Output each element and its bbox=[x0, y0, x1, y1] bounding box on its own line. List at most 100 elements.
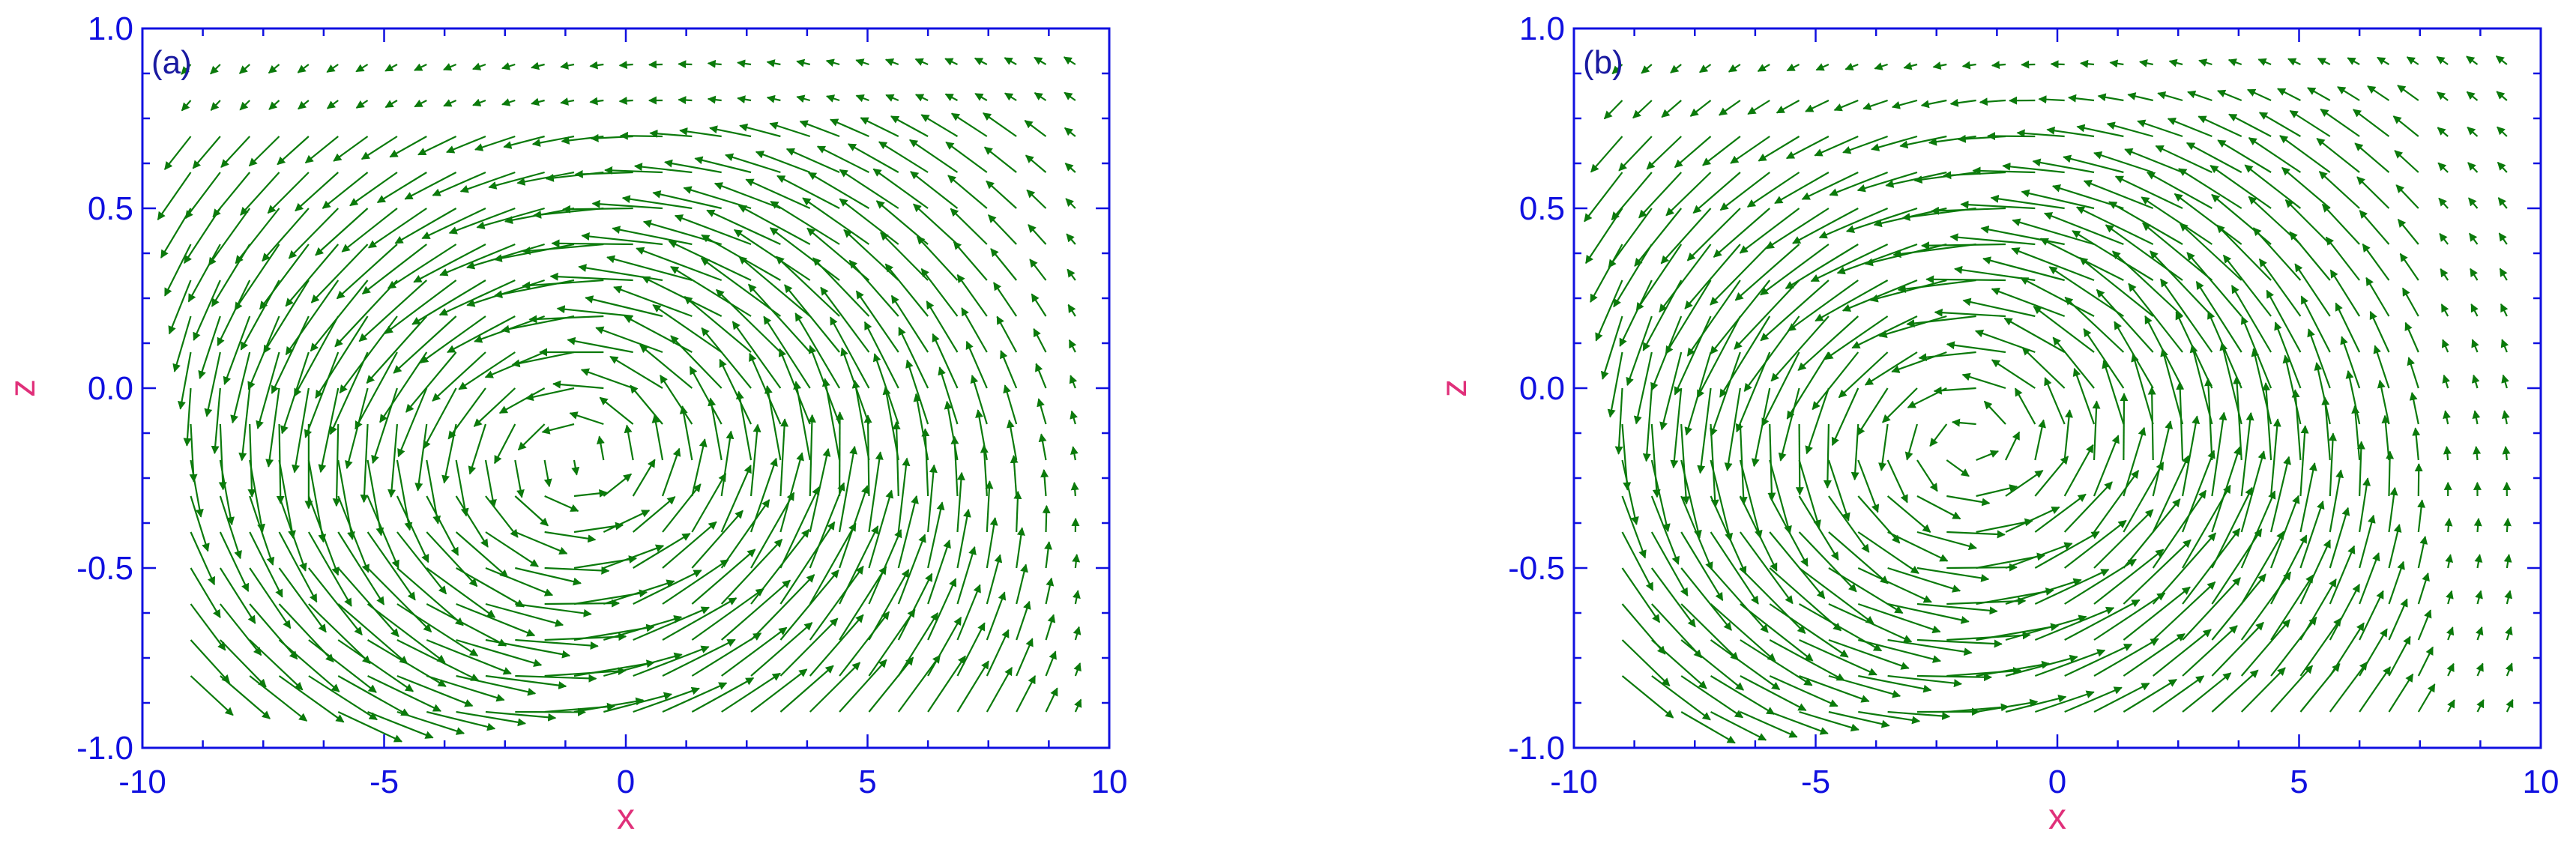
vector-arrow bbox=[618, 61, 633, 70]
vector-arrow bbox=[974, 93, 988, 101]
vector-arrow bbox=[670, 335, 723, 389]
vector-arrow bbox=[2501, 410, 2510, 425]
vector-arrow bbox=[599, 396, 634, 425]
vector-arrow bbox=[2251, 348, 2272, 425]
vector-arrow bbox=[1680, 711, 1736, 744]
vector-arrow bbox=[1034, 56, 1047, 65]
vector-arrow bbox=[220, 639, 267, 688]
vector-arrow bbox=[796, 94, 811, 103]
vector-arrow bbox=[1069, 375, 1078, 389]
vector-arrow bbox=[344, 387, 369, 470]
vector-arrow bbox=[2005, 694, 2067, 713]
vector-arrow bbox=[1757, 64, 1770, 72]
vector-arrow bbox=[2287, 58, 2301, 66]
vector-arrow bbox=[2351, 405, 2361, 461]
vector-arrow bbox=[982, 112, 1017, 137]
vector-arrow bbox=[691, 510, 743, 569]
vector-arrow bbox=[670, 265, 752, 317]
vector-arrow bbox=[2381, 414, 2390, 461]
vector-arrow bbox=[1887, 638, 1973, 656]
vector-arrow bbox=[1689, 100, 1712, 117]
vector-arrow bbox=[2321, 203, 2360, 245]
vector-arrow bbox=[872, 168, 929, 209]
vector-arrow bbox=[190, 459, 204, 518]
vector-arrow bbox=[633, 606, 710, 641]
vector-arrow bbox=[769, 227, 840, 281]
vector-arrow bbox=[1621, 675, 1674, 719]
vector-arrow bbox=[420, 315, 486, 364]
vector-arrow bbox=[308, 675, 378, 721]
x-tick-labels: -10 -5 0 5 10 bbox=[118, 764, 1127, 800]
vector-arrow bbox=[1621, 459, 1639, 525]
vector-arrow bbox=[961, 307, 988, 353]
vector-arrow bbox=[1004, 57, 1017, 65]
vector-arrow bbox=[2123, 498, 2181, 569]
vector-arrow bbox=[2446, 590, 2454, 605]
vector-arrow bbox=[531, 97, 545, 106]
vector-arrow bbox=[2248, 137, 2302, 173]
vector-arrow bbox=[2012, 218, 2095, 246]
vector-arrow bbox=[2320, 108, 2360, 137]
vector-arrow bbox=[1845, 207, 1918, 233]
vector-arrow bbox=[990, 248, 1018, 281]
vector-arrow bbox=[1976, 450, 2000, 462]
vector-arrow bbox=[1961, 372, 2006, 390]
vector-arrow bbox=[2178, 168, 2242, 209]
vector-arrow bbox=[2146, 172, 2212, 209]
vector-arrow bbox=[1680, 675, 1744, 719]
vector-arrow bbox=[1064, 127, 1076, 137]
vector-arrow bbox=[1621, 639, 1671, 686]
vector-arrow bbox=[950, 208, 988, 245]
vector-arrow bbox=[1976, 660, 2051, 677]
vector-arrow bbox=[2195, 280, 2242, 353]
vector-arrow bbox=[2409, 391, 2419, 425]
vector-arrow bbox=[234, 244, 280, 311]
vector-arrow bbox=[956, 660, 989, 713]
vector-arrow bbox=[514, 459, 525, 498]
vector-arrow bbox=[387, 423, 399, 498]
vector-arrow bbox=[897, 534, 926, 605]
vector-arrow bbox=[556, 305, 633, 318]
vector-arrow bbox=[239, 100, 250, 111]
vector-arrow bbox=[630, 384, 663, 425]
vector-arrow bbox=[2092, 400, 2101, 461]
vector-arrow bbox=[603, 579, 675, 605]
vector-arrow bbox=[2270, 495, 2300, 569]
vector-arrow bbox=[809, 662, 861, 713]
vector-arrow bbox=[361, 244, 427, 294]
vector-arrow bbox=[2443, 445, 2452, 461]
vector-arrow bbox=[1951, 418, 1976, 427]
vector-arrow bbox=[413, 244, 486, 283]
vector-arrow bbox=[2021, 189, 2095, 210]
vector-arrow bbox=[501, 98, 516, 106]
vector-arrow bbox=[2219, 342, 2242, 425]
vector-arrow bbox=[1063, 56, 1076, 65]
vector-arrow bbox=[1044, 541, 1053, 569]
vector-arrow bbox=[2034, 606, 2115, 641]
vector-arrow bbox=[860, 117, 899, 137]
vector-arrow bbox=[1650, 567, 1696, 628]
vector-arrow bbox=[2299, 539, 2331, 605]
vector-arrow bbox=[975, 409, 988, 461]
vector-arrow bbox=[456, 674, 537, 696]
vector-arrow bbox=[1028, 224, 1047, 245]
vector-arrow bbox=[1013, 490, 1022, 533]
vector-arrow bbox=[2064, 296, 2125, 353]
vector-arrow bbox=[1035, 363, 1047, 389]
vector-arrow bbox=[2198, 115, 2242, 137]
vector-arrow bbox=[307, 459, 327, 543]
vector-arrow bbox=[2356, 441, 2365, 497]
vector-arrow bbox=[2079, 59, 2095, 68]
vector-arrow bbox=[163, 136, 192, 170]
vector-arrow bbox=[807, 414, 816, 497]
vector-arrow bbox=[1674, 136, 1712, 169]
vector-arrow bbox=[2187, 90, 2212, 102]
vector-arrow bbox=[855, 94, 869, 103]
vector-arrow bbox=[1856, 387, 1889, 436]
vector-arrow bbox=[595, 326, 663, 354]
vector-arrow bbox=[456, 638, 543, 668]
vector-arrow bbox=[2373, 345, 2390, 389]
vector-arrow bbox=[897, 457, 911, 533]
vector-arrow bbox=[2392, 115, 2419, 137]
vector-arrow bbox=[956, 622, 986, 677]
